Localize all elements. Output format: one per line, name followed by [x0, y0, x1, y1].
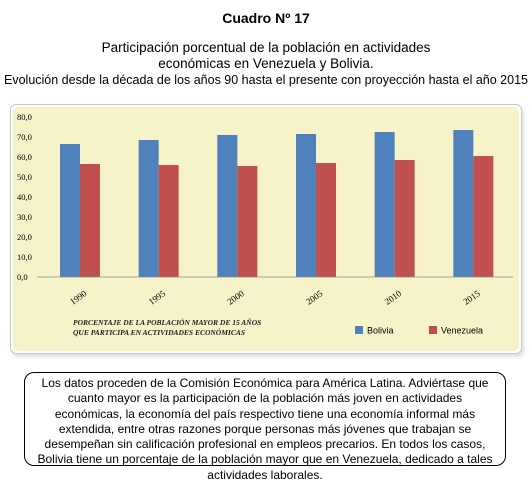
- chart-subtitle: Evolución desde la década de los años 90…: [4, 73, 528, 87]
- legend-label-venezuela: Venezuela: [441, 326, 483, 336]
- bar-bolivia-2000: [217, 135, 238, 277]
- y-tick-label: 40,0: [17, 192, 32, 202]
- explanatory-note: Los datos proceden de la Comisión Económ…: [24, 372, 506, 482]
- y-tick-label: 20,0: [17, 232, 32, 242]
- bar-bolivia-2005: [296, 134, 316, 277]
- bar-bolivia-1995: [138, 140, 159, 277]
- bar-venezuela-1990: [80, 164, 100, 277]
- bar-venezuela-2005: [316, 163, 336, 277]
- bar-bolivia-1990: [60, 144, 80, 277]
- legend: Bolivia Venezuela: [355, 326, 483, 336]
- bars: [60, 130, 494, 277]
- legend-label-bolivia: Bolivia: [367, 326, 394, 336]
- chart-frame: 0,0 10,0 20,0 30,0 40,0 50,0 60,0 70,0 80,0 1990…: [10, 104, 522, 354]
- bar-venezuela-2000: [237, 166, 258, 277]
- y-tick-label: 80,0: [17, 112, 32, 122]
- bar-venezuela-2015: [473, 156, 494, 277]
- chart-annotation-line-2: QUE PARTICIPA EN ACTIVIDADES ECONÓMICAS: [73, 327, 245, 337]
- y-tick-label: 30,0: [17, 212, 32, 222]
- bar-bolivia-2010: [374, 132, 395, 277]
- chart-title-line-2: económicas en Venezuela y Bolivia.: [158, 56, 374, 71]
- y-axis-ticks: 0,0 10,0 20,0 30,0 40,0 50,0 60,0 70,0 80,0: [17, 112, 32, 282]
- legend-swatch-venezuela: [429, 326, 437, 334]
- explanatory-note-text: Los datos proceden de la Comisión Económ…: [37, 376, 493, 482]
- bar-venezuela-2010: [394, 160, 415, 277]
- bar-chart: 0,010,020,030,040,050,060,070,080,0 1990…: [13, 107, 519, 351]
- y-tick-label: 70,0: [17, 132, 32, 142]
- y-tick-label: 0,0: [17, 272, 28, 282]
- y-tick-label: 50,0: [17, 172, 32, 182]
- table-number: Cuadro Nº 17: [222, 10, 310, 26]
- y-tick-label: 10,0: [17, 252, 32, 262]
- y-tick-label: 60,0: [17, 152, 32, 162]
- chart-title-line-1: Participación porcentual de la población…: [101, 40, 431, 55]
- legend-swatch-bolivia: [355, 326, 363, 334]
- chart-annotation-line-1: PORCENTAJE DE LA POBLACIÓN MAYOR DE 15 A…: [73, 317, 261, 327]
- bar-venezuela-1995: [158, 165, 179, 277]
- bar-bolivia-2015: [453, 130, 474, 277]
